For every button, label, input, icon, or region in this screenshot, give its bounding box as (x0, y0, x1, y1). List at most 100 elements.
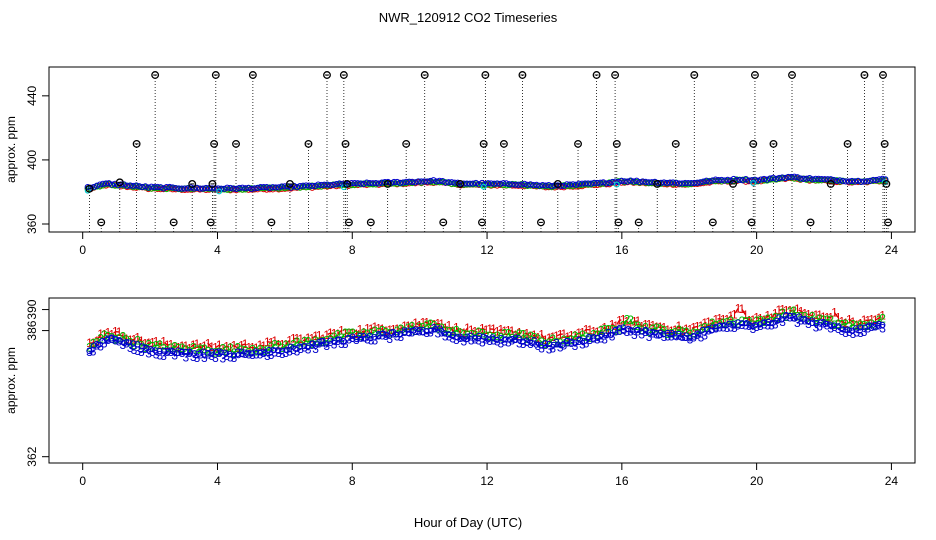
top-series3-point (242, 185, 249, 192)
bottom-series1-marker: 1 (253, 341, 260, 355)
bottom-series3-marker: 3 (638, 328, 645, 342)
bottom-series1-marker: 1 (197, 341, 204, 355)
bottom-series3-marker: 3 (171, 349, 178, 363)
bottom-series1-marker: 1 (212, 341, 219, 355)
bottom-series2-marker: 2 (683, 325, 690, 339)
bottom-series2-marker: 2 (123, 333, 130, 347)
top-series3-point (672, 179, 680, 186)
bottom-circle-point (90, 342, 97, 349)
bottom-circle-point (879, 321, 886, 329)
bottom-series2-marker: 2 (242, 343, 249, 357)
top-series3-point (239, 184, 246, 191)
bottom-series1-marker: 1 (698, 319, 705, 333)
bottom-circle-point (725, 320, 733, 327)
top-series3-point (105, 180, 113, 187)
bottom-circle-point (677, 334, 684, 341)
bottom-series2-marker: 2 (297, 338, 304, 352)
top-series3-point (324, 181, 331, 188)
bottom-circle-point (782, 312, 790, 319)
flask-sample-point (420, 71, 429, 79)
flask-sample-point (248, 71, 257, 79)
top-series3-point (390, 178, 398, 186)
bottom-series1-marker: 1 (801, 306, 808, 320)
top-series3-point (715, 177, 722, 184)
bottom-series2-marker: 2 (624, 313, 631, 327)
top-series3-point (582, 180, 589, 187)
flask-sample-point (456, 179, 465, 188)
bottom-circle-point (467, 332, 474, 339)
bottom-series1-marker: 1 (731, 307, 738, 321)
bottom-series2-marker: 2 (427, 317, 434, 331)
bottom-series2-marker: 2 (586, 331, 593, 345)
bottom-series3-marker: 3 (590, 332, 597, 346)
bottom-series1-marker: 1 (523, 326, 530, 340)
top-series3-point (360, 180, 367, 188)
bottom-series1-marker: 1 (394, 322, 401, 336)
top-series3-point (712, 176, 719, 183)
top-series3-point (876, 176, 883, 183)
bottom-series1-marker: 1 (716, 312, 723, 326)
bottom-circle-point (668, 330, 676, 337)
top-series3-point (742, 175, 749, 183)
bottom-series3-marker: 3 (405, 325, 412, 339)
top-series3-point (636, 178, 643, 186)
bottom-series3-marker: 3 (253, 348, 260, 362)
bottom-series2-marker: 2 (864, 319, 871, 333)
bottom-x-tick-label: 4 (214, 474, 221, 488)
bottom-series2-marker: 2 (490, 330, 497, 344)
top-series3-point (773, 175, 780, 182)
bottom-series3-marker: 3 (301, 340, 308, 354)
bottom-series1-marker: 1 (768, 311, 775, 325)
bottom-series2-marker: 2 (283, 338, 290, 352)
bottom-series3-marker: 3 (334, 334, 341, 348)
top-series3-point (293, 184, 301, 191)
bottom-circle-point (239, 351, 246, 358)
bottom-circle-point (752, 321, 759, 329)
top-series3-point (503, 180, 510, 187)
bottom-series3-marker: 3 (716, 321, 723, 335)
bottom-series3-marker: 3 (360, 331, 367, 345)
bottom-series1-marker: 1 (260, 339, 267, 353)
flask-sample-point (860, 71, 869, 79)
bottom-series2-marker: 2 (601, 323, 608, 337)
bottom-series1-marker: 1 (687, 323, 694, 337)
top-series3-point (400, 179, 407, 186)
bottom-circle-point (401, 329, 408, 336)
top-series3-point (882, 176, 889, 183)
bottom-series3-marker: 3 (468, 334, 475, 348)
bottom-series1-marker: 1 (679, 324, 686, 338)
top-series3-point (321, 181, 328, 188)
bottom-series3-marker: 3 (709, 322, 716, 336)
bottom-series3-marker: 3 (323, 339, 330, 353)
bottom-series2-marker: 2 (253, 344, 260, 358)
bottom-series2-marker: 2 (690, 326, 697, 340)
flask-sample-point (882, 179, 891, 188)
top-series3-point (193, 184, 201, 191)
top-series3-point (779, 174, 786, 181)
bottom-series1-marker: 1 (850, 315, 857, 329)
top-series3-point (287, 184, 295, 191)
bottom-series3-marker: 3 (490, 333, 497, 347)
top-series3-point (630, 178, 637, 185)
bottom-circle-point (795, 313, 803, 320)
bottom-series3-marker: 3 (186, 346, 193, 360)
bottom-series1-marker: 1 (338, 323, 345, 337)
bottom-circle-point (130, 340, 137, 347)
flask-sample-point (479, 139, 488, 148)
bottom-series3-marker: 3 (876, 319, 883, 333)
bottom-series2-marker: 2 (631, 319, 638, 333)
top-series3-point (354, 180, 361, 187)
bottom-series3-marker: 3 (320, 335, 327, 349)
bottom-series3-marker: 3 (368, 334, 375, 348)
bottom-series2-marker: 2 (757, 313, 764, 327)
bottom-series3-marker: 3 (879, 322, 886, 336)
top-series3-point (809, 176, 816, 183)
bottom-series1-marker: 1 (612, 319, 619, 333)
top-series3-point (178, 185, 185, 192)
bottom-series3-marker: 3 (119, 338, 126, 352)
top-series3-point (436, 177, 443, 184)
bottom-series2-marker: 2 (842, 317, 849, 331)
bottom-series1-marker: 1 (842, 316, 849, 330)
bottom-series2-marker: 2 (138, 338, 145, 352)
flask-sample-point (211, 71, 220, 79)
